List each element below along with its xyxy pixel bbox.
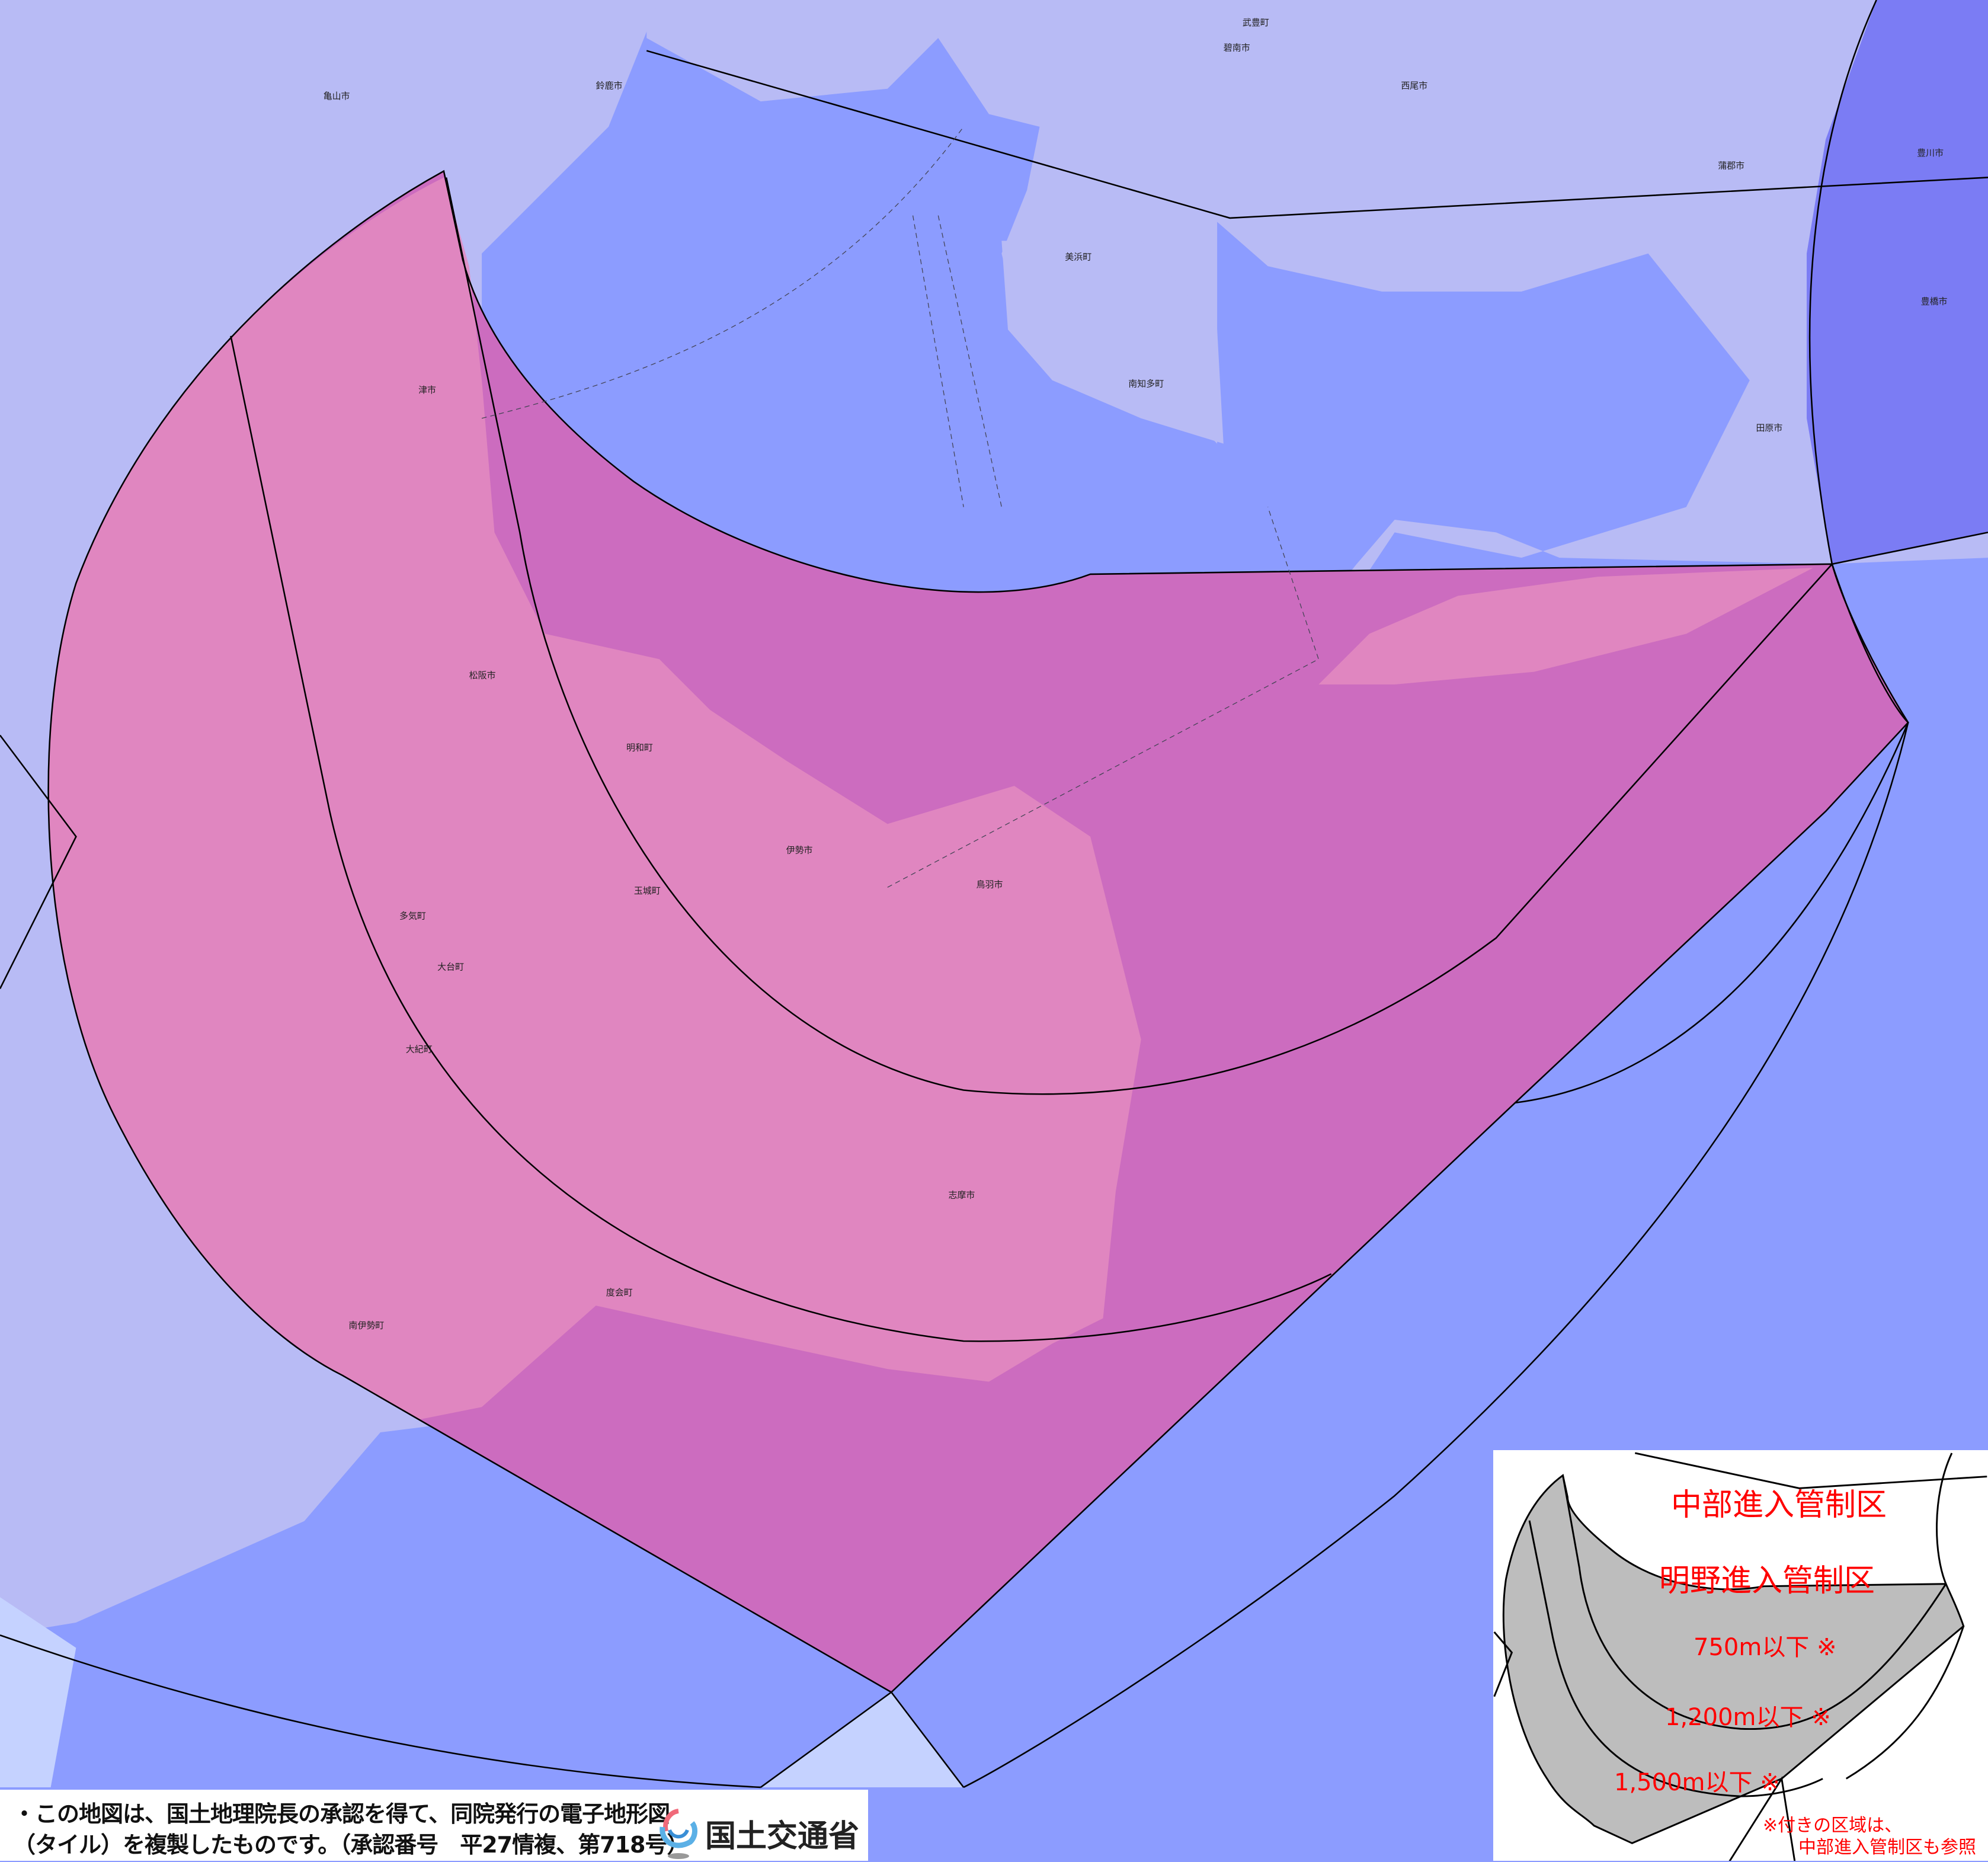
mlit-logo: 国土交通省	[658, 1806, 859, 1860]
inset-zone	[1502, 1474, 1965, 1844]
mlit-logo-icon	[658, 1806, 699, 1860]
place-label: 南伊勢町	[348, 1320, 384, 1331]
boundary-west	[0, 734, 761, 1789]
mlit-logo-text: 国土交通省	[705, 1818, 860, 1854]
place-label: 大台町	[437, 961, 464, 972]
place-label: 伊勢市	[786, 845, 813, 856]
place-label: 志摩市	[948, 1189, 975, 1200]
place-label: 多気町	[399, 911, 426, 922]
inset-map	[1493, 1450, 1987, 1861]
place-label: 碧南市	[1224, 43, 1250, 53]
place-label: 大紀町	[406, 1044, 433, 1054]
place-label: 鳥羽市	[977, 879, 1003, 890]
legend-inset: 中部進入管制区 明野進入管制区 750m以下 ※ 1,200m以下 ※ 1,50…	[1493, 1450, 1988, 1861]
place-label: 西尾市	[1401, 81, 1427, 91]
notice-line1: ・この地図は、国土地理院長の承認を得て、同院発行の電子地形図	[13, 1801, 670, 1827]
note-line2: 中部進入管制区も参照	[1798, 1837, 1976, 1858]
altitude-1500m-label: 1,500m以下 ※	[1614, 1769, 1780, 1796]
place-label: 豊川市	[1917, 148, 1944, 158]
boundary-750m	[445, 177, 1833, 1095]
place-label: 度会町	[606, 1287, 633, 1298]
meiyo-approach-label: 明野進入管制区	[1659, 1563, 1875, 1599]
place-label: 明和町	[626, 742, 653, 753]
place-label: 松阪市	[469, 670, 496, 680]
place-label: 玉城町	[634, 885, 661, 896]
meiyo-land-atsumi	[1318, 568, 1813, 685]
airway-lines	[481, 126, 1320, 888]
east-zone	[1807, 0, 1988, 564]
chubu-boundary-southeast	[963, 722, 1909, 1789]
copyright-notice: ・この地図は、国土地理院長の承認を得て、同院発行の電子地形図 （タイル）を複製し…	[0, 1790, 868, 1861]
notice-line2: （タイル）を複製したものです。（承認番号 平27情複、第718号）	[13, 1832, 689, 1858]
chubu-approach-label: 中部進入管制区	[1671, 1487, 1887, 1523]
place-label: 武豊町	[1243, 17, 1269, 28]
chubu-boundary-north	[646, 50, 1988, 219]
land-aichi	[646, 0, 1988, 660]
boundary-east-line	[1832, 532, 1988, 565]
meiyo-land	[48, 177, 1141, 1420]
outer-boundary	[47, 169, 1909, 1694]
chubu-boundary-east	[1515, 0, 1909, 1104]
place-label: 津市	[418, 385, 436, 395]
place-label: 豊橋市	[1921, 296, 1948, 306]
outside-area	[760, 1692, 964, 1787]
boundary-1200m	[230, 335, 1332, 1342]
zone-boundaries	[0, 0, 1988, 1789]
place-label: 南知多町	[1128, 378, 1164, 389]
place-label: 美浜町	[1065, 251, 1091, 262]
land-chita-tip	[1001, 241, 1224, 444]
outside-area-sw	[0, 1597, 76, 1787]
place-label: 鈴鹿市	[596, 81, 623, 91]
place-label: 亀山市	[324, 91, 350, 101]
place-label: 田原市	[1756, 423, 1782, 433]
altitude-1200m-label: 1,200m以下 ※	[1665, 1704, 1831, 1731]
note-line1: ※付きの区域は、	[1763, 1815, 1903, 1836]
altitude-750m-label: 750m以下 ※	[1694, 1634, 1837, 1661]
boundary-south	[760, 1691, 965, 1788]
place-label: 蒲郡市	[1718, 160, 1744, 171]
